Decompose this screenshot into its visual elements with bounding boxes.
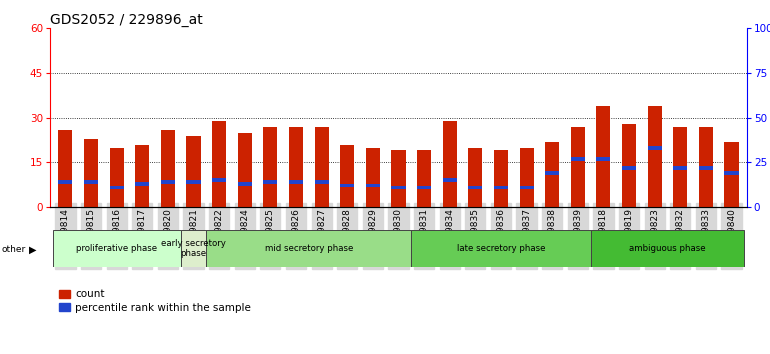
Bar xyxy=(545,142,559,207)
Bar xyxy=(494,185,508,189)
Bar xyxy=(494,150,508,207)
Bar xyxy=(468,185,482,189)
Bar xyxy=(520,185,534,189)
Bar xyxy=(411,230,591,267)
Bar xyxy=(315,127,329,207)
Bar xyxy=(206,230,411,267)
Bar xyxy=(591,230,745,267)
Bar xyxy=(699,127,713,207)
Bar xyxy=(417,150,431,207)
Bar xyxy=(59,130,72,207)
Bar xyxy=(161,130,175,207)
Bar xyxy=(725,142,738,207)
Bar xyxy=(289,180,303,184)
Bar xyxy=(571,127,585,207)
Bar xyxy=(468,148,482,207)
Bar xyxy=(238,182,252,185)
Bar xyxy=(391,150,406,207)
Bar xyxy=(109,185,124,189)
Bar xyxy=(622,166,636,170)
Bar xyxy=(648,106,661,207)
Bar xyxy=(520,148,534,207)
Bar xyxy=(289,127,303,207)
Bar xyxy=(391,185,406,189)
Bar xyxy=(59,180,72,184)
Bar xyxy=(315,180,329,184)
Bar xyxy=(212,121,226,207)
Bar xyxy=(648,146,661,150)
Text: ▶: ▶ xyxy=(29,245,37,255)
Text: proliferative phase: proliferative phase xyxy=(76,244,157,253)
Legend: count, percentile rank within the sample: count, percentile rank within the sample xyxy=(55,285,255,317)
Bar xyxy=(340,184,354,187)
Bar xyxy=(136,144,149,207)
Bar xyxy=(238,133,252,207)
Bar xyxy=(84,138,98,207)
Bar xyxy=(597,157,611,161)
Bar xyxy=(545,171,559,175)
Bar xyxy=(443,178,457,182)
Text: ambiguous phase: ambiguous phase xyxy=(629,244,706,253)
Bar xyxy=(84,180,98,184)
Bar xyxy=(161,180,175,184)
Text: mid secretory phase: mid secretory phase xyxy=(265,244,353,253)
Bar xyxy=(186,180,200,184)
Bar xyxy=(136,182,149,185)
Bar xyxy=(597,106,611,207)
Bar xyxy=(263,180,277,184)
Bar xyxy=(366,148,380,207)
Bar xyxy=(52,230,181,267)
Bar xyxy=(699,166,713,170)
Text: late secretory phase: late secretory phase xyxy=(457,244,545,253)
Bar xyxy=(366,184,380,187)
Bar xyxy=(263,127,277,207)
Bar xyxy=(186,136,200,207)
Bar xyxy=(622,124,636,207)
Bar xyxy=(571,157,585,161)
Bar xyxy=(673,127,688,207)
Bar xyxy=(212,178,226,182)
Bar xyxy=(181,230,206,267)
Bar xyxy=(673,166,688,170)
Bar xyxy=(109,148,124,207)
Bar xyxy=(417,185,431,189)
Bar xyxy=(340,144,354,207)
Text: early secretory
phase: early secretory phase xyxy=(161,239,226,258)
Text: other: other xyxy=(2,245,25,254)
Bar xyxy=(443,121,457,207)
Text: GDS2052 / 229896_at: GDS2052 / 229896_at xyxy=(50,13,203,27)
Bar xyxy=(725,171,738,175)
